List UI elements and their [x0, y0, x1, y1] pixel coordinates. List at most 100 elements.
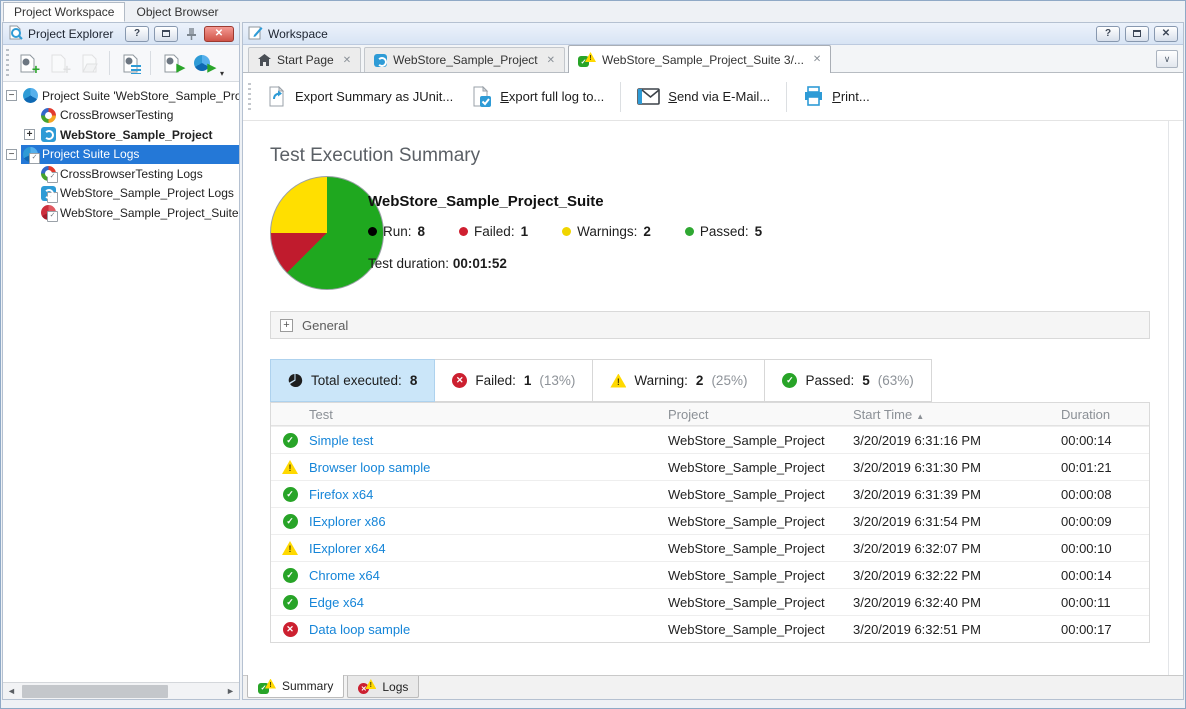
- test-link[interactable]: Edge x64: [309, 594, 364, 610]
- table-header: Test Project Start Time ▲ Duration: [271, 403, 1149, 426]
- test-link[interactable]: Browser loop sample: [309, 459, 431, 475]
- filter-tab-total[interactable]: Total executed: 8: [270, 359, 436, 402]
- tab-suite-result[interactable]: ✓! WebStore_Sample_Project_Suite 3/... ✕: [568, 45, 832, 73]
- tab-project-workspace[interactable]: Project Workspace: [3, 2, 126, 22]
- close-panel-button[interactable]: ✕: [204, 25, 234, 42]
- scrollbar-thumb[interactable]: [22, 684, 169, 698]
- tree-label: Project Suite 'WebStore_Sample_Project: [42, 88, 239, 103]
- open-item-icon: [81, 54, 98, 72]
- tree-label: CrossBrowserTesting Logs: [60, 166, 203, 181]
- failed-dot-icon: [459, 227, 469, 236]
- add-item-button[interactable]: +: [44, 49, 72, 77]
- test-link[interactable]: IExplorer x86: [309, 513, 386, 529]
- help-button[interactable]: ?: [125, 25, 149, 42]
- project-column-header[interactable]: Project: [668, 406, 709, 422]
- add-item-icon: [51, 54, 65, 72]
- close-workspace-button[interactable]: ✕: [1154, 25, 1178, 42]
- project-icon: [374, 53, 388, 67]
- start-cell: 3/20/2019 6:31:54 PM: [853, 513, 981, 529]
- general-section-header[interactable]: + General: [270, 311, 1150, 339]
- filter-tab-failed[interactable]: ✕ Failed: 1 (13%): [435, 359, 594, 402]
- tree-item-webstore-project[interactable]: + WebStore_Sample_Project: [3, 125, 239, 145]
- pin-button[interactable]: [183, 26, 199, 42]
- failed-status-icon: ✕: [282, 621, 298, 637]
- scroll-right-arrow[interactable]: ►: [226, 686, 235, 696]
- duration-cell: 00:00:09: [1061, 513, 1112, 529]
- run-dropdown-caret[interactable]: ▾: [220, 69, 225, 78]
- test-link[interactable]: Simple test: [309, 432, 374, 448]
- project-cell: WebStore_Sample_Project: [668, 594, 825, 610]
- horizontal-scrollbar[interactable]: ◄ ►: [3, 682, 239, 699]
- passed-dot-icon: [684, 227, 694, 236]
- organize-test-items-button[interactable]: [116, 49, 144, 77]
- general-label: General: [302, 317, 349, 333]
- export-full-log-button[interactable]: Export full log to...: [462, 79, 613, 114]
- table-row: ✓ Chrome x64 WebStore_Sample_Project 3/2…: [271, 561, 1149, 588]
- tab-label: Logs: [382, 679, 409, 694]
- test-column-header[interactable]: Test: [309, 406, 333, 422]
- tree-item-crossbrowsertesting[interactable]: CrossBrowserTesting: [3, 106, 239, 126]
- result-filter-tabs: Total executed: 8 ✕ Failed: 1 (13%) ! Warni…: [270, 359, 932, 402]
- passed-status-icon: ✓: [282, 567, 298, 583]
- help-button[interactable]: ?: [1096, 25, 1120, 42]
- filter-tab-passed[interactable]: ✓ Passed: 5 (63%): [765, 359, 932, 402]
- print-icon: [805, 86, 823, 106]
- test-link[interactable]: Chrome x64: [309, 567, 380, 583]
- expand-icon[interactable]: +: [24, 129, 35, 141]
- close-tab-icon[interactable]: ✕: [342, 54, 352, 66]
- new-project-button[interactable]: +: [13, 49, 41, 77]
- print-button[interactable]: Print...: [794, 79, 879, 114]
- expand-icon[interactable]: +: [280, 318, 293, 332]
- duration-cell: 00:00:17: [1061, 621, 1112, 637]
- separator: [786, 81, 788, 112]
- tab-label: Start Page: [277, 53, 334, 67]
- summary-result-icon: ✓!: [258, 678, 276, 694]
- toolbar-grip[interactable]: [248, 83, 251, 110]
- project-cell: WebStore_Sample_Project: [668, 459, 825, 475]
- collapse-icon[interactable]: −: [6, 90, 17, 102]
- run-project-suite-button[interactable]: ▶: [188, 49, 216, 77]
- tab-start-page[interactable]: Start Page ✕: [248, 47, 362, 72]
- close-tab-icon[interactable]: ✕: [546, 54, 556, 66]
- tree-item-project-suite-logs[interactable]: − Project Suite Logs: [3, 144, 239, 164]
- tree-item-suite-result-log[interactable]: WebStore_Sample_Project_Suite 3/2: [3, 203, 239, 223]
- restore-button[interactable]: [1125, 25, 1149, 42]
- tab-webstore-project[interactable]: WebStore_Sample_Project ✕: [364, 47, 566, 72]
- collapse-icon[interactable]: −: [6, 148, 17, 160]
- open-item-button[interactable]: [75, 49, 103, 77]
- project-explorer-caption: Project Explorer ? ✕: [3, 23, 239, 45]
- tree-label: WebStore_Sample_Project: [60, 127, 213, 142]
- plus-badge: +: [31, 61, 40, 77]
- toolbar-grip[interactable]: [6, 49, 9, 77]
- workspace-caption: Workspace ? ✕: [243, 23, 1183, 45]
- tree-item-webstore-logs[interactable]: WebStore_Sample_Project Logs: [3, 184, 239, 204]
- logs-result-icon: ✕!: [358, 679, 377, 694]
- test-link[interactable]: Data loop sample: [309, 621, 411, 637]
- tab-label: WebStore_Sample_Project_Suite 3/...: [602, 52, 804, 67]
- export-junit-icon: [269, 86, 285, 107]
- filter-tab-warning[interactable]: ! Warning: 2 (25%): [593, 359, 766, 402]
- send-email-button[interactable]: Send via E-Mail...: [628, 81, 779, 113]
- button-label: Export full log to...: [500, 89, 605, 104]
- button-label: Print...: [832, 89, 870, 104]
- duration-column-header[interactable]: Duration: [1061, 406, 1111, 422]
- project-explorer-panel: Project Explorer ? ✕ + +: [2, 22, 240, 700]
- test-link[interactable]: IExplorer x64: [309, 540, 386, 556]
- export-junit-button[interactable]: Export Summary as JUnit...: [257, 79, 462, 114]
- duration-cell: 00:00:08: [1061, 486, 1112, 502]
- tab-object-browser[interactable]: Object Browser: [136, 5, 219, 19]
- tab-logs[interactable]: ✕! Logs: [347, 676, 420, 698]
- tab-summary[interactable]: ✓! Summary: [247, 675, 345, 698]
- separator: [109, 51, 110, 75]
- tree-item-project-suite[interactable]: − Project Suite 'WebStore_Sample_Project: [3, 86, 239, 106]
- test-link[interactable]: Firefox x64: [309, 486, 374, 502]
- starttime-column-header[interactable]: Start Time ▲: [853, 406, 925, 422]
- separator: [620, 81, 622, 112]
- tree-item-crossbrowser-logs[interactable]: CrossBrowserTesting Logs: [3, 164, 239, 184]
- scroll-left-arrow[interactable]: ◄: [7, 686, 16, 696]
- tab-list-dropdown-button[interactable]: ∨: [1156, 50, 1178, 68]
- run-project-button[interactable]: ▶: [157, 49, 185, 77]
- close-tab-icon[interactable]: ✕: [812, 54, 822, 65]
- restore-button[interactable]: [154, 25, 178, 42]
- project-cell: WebStore_Sample_Project: [668, 513, 825, 529]
